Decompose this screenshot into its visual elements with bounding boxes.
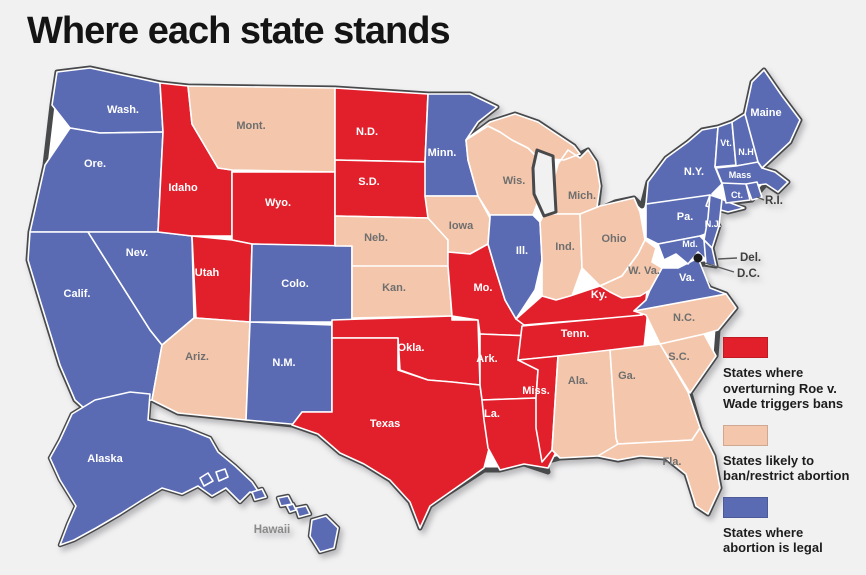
state-label-ark: Ark. [476,353,497,365]
annotation-hawaii: Hawaii [254,524,290,536]
legend-item-trigger: States where overturning Roe v. Wade trigg… [723,337,863,412]
state-label-minn: Minn. [428,147,457,159]
leader-line-2 [704,262,735,273]
legend-swatch-legal [723,496,768,518]
state-label-ala: Ala. [568,375,588,387]
state-label-pa: Pa. [677,211,694,223]
state-label-alaska: Alaska [87,453,123,465]
state-sd [334,159,429,219]
state-label-tenn: Tenn. [561,328,590,340]
state-nd [334,87,429,163]
state-label-sc: S.C. [668,351,689,363]
state-label-iowa: Iowa [449,220,474,232]
legend-label-legal-line-1: abortion is legal [723,540,823,555]
state-label-utah: Utah [195,267,220,279]
state-label-nd: N.D. [356,126,378,138]
legend-label-trigger-line-0: States where [723,365,804,380]
state-ri [745,181,763,201]
state-label-wva: W. Va. [628,265,660,277]
state-ala [551,349,621,459]
legend-label-trigger-line-2: Wade triggers bans [723,396,844,411]
state-label-ohio: Ohio [601,233,626,245]
state-label-va: Va. [679,272,695,284]
legend-label-likely-line-0: States likely to [723,452,815,468]
state-label-nh: N.H [738,147,754,157]
state-wyo [231,171,336,247]
state-label-nm: N.M. [272,357,295,369]
map-legend: States where overturning Roe v. Wade trigg… [723,337,863,569]
state-texas [291,337,491,529]
legend-swatch-trigger [723,337,768,358]
annotation-ri: R.I. [765,195,783,207]
state-label-ga: Ga. [618,370,636,382]
legend-item-legal: States where abortion is legal [723,496,863,556]
leader-line-0 [756,196,765,201]
state-label-nev: Nev. [126,247,148,259]
state-wva [599,239,663,299]
state-label-maine: Maine [750,107,781,119]
state-label-calif: Calif. [64,288,91,300]
state-utah [191,235,253,323]
state-maine [744,69,801,169]
state-label-ariz: Ariz. [185,351,209,363]
state-md [657,235,709,265]
state-hawaii [251,488,339,553]
dc-marker-dot [693,253,703,263]
state-label-idaho: Idaho [168,182,198,194]
state-label-texas: Texas [370,418,400,430]
state-label-ore: Ore. [84,158,106,170]
state-mich [467,113,601,215]
state-label-vt: Vt. [720,138,732,148]
legend-label-likely-line-1: ban/restrict abortion [723,468,850,483]
state-label-ny: N.Y. [684,166,704,178]
state-label-fla: Fla. [663,456,682,468]
state-label-md: Md. [682,239,698,249]
state-label-ill: Ill. [516,245,528,257]
state-label-nc: N.C. [673,312,695,324]
leader-line-1 [717,257,738,260]
state-label-sd: S.D. [358,176,379,188]
state-label-wash: Wash. [107,104,139,116]
state-nm [245,321,333,426]
state-label-ind: Ind. [555,241,575,253]
state-label-kan: Kan. [382,282,406,294]
state-label-ct: Ct. [731,190,743,200]
annotation-dc: D.C. [737,268,760,280]
state-label-colo: Colo. [281,278,309,290]
state-label-neb: Neb. [364,232,388,244]
state-tenn [517,309,649,361]
legend-swatch-likely [723,424,768,446]
state-label-miss: Miss. [522,385,550,397]
state-label-mo: Mo. [474,282,493,294]
state-neb [334,215,449,269]
state-fla [597,427,721,515]
state-label-la: La. [484,408,500,420]
legend-label-trigger-line-1: overturning Roe v. [723,380,837,396]
state-ct [721,182,751,204]
state-ind [539,213,583,301]
state-alaska [49,391,263,546]
state-label-wis: Wis. [503,175,526,187]
annotation-del: Del. [740,252,761,264]
page-title: Where each state stands [27,10,451,52]
state-label-wyo: Wyo. [265,197,291,209]
state-label-mich: Mich. [568,190,596,202]
legend-label-legal-line-0: States where [723,524,804,540]
state-label-okla: Okla. [398,342,425,354]
legend-item-likely: States likely to ban/restrict abortion [723,424,863,484]
lake-michigan [531,148,558,218]
state-label-mass: Mass [729,170,752,180]
state-label-nj: N.J. [705,219,722,229]
state-label-ky: Ky. [591,289,607,301]
state-label-mont: Mont. [236,120,265,132]
